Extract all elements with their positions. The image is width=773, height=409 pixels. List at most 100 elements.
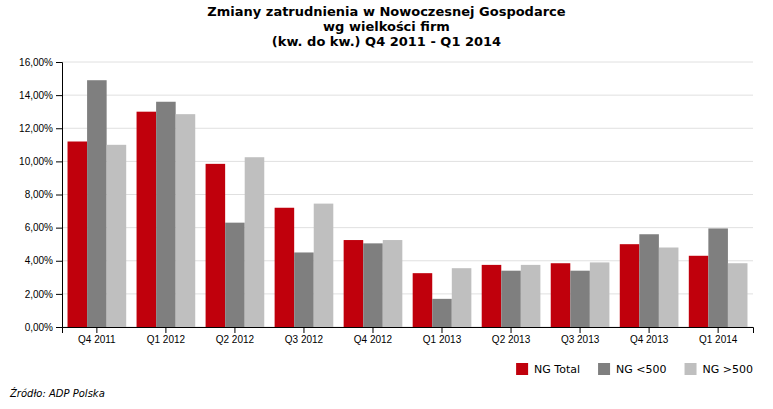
bar [275,208,295,327]
bar [225,223,245,327]
bar [432,299,452,327]
plot: 0,00% 2,00% 4,00% 6,00% 8,00% 10,00% 12,00% 14,… [19,57,753,345]
tick-label: Q1 2014 [699,334,738,345]
tick: Q4 2012 [354,327,393,345]
tick-label: Q4 2013 [630,334,669,345]
bar-series [107,114,748,327]
bar [294,252,314,327]
bar [245,157,265,327]
title-line: (kw. do kw.) Q4 2011 - Q1 2014 [272,34,501,49]
bar [107,145,127,327]
legend-item: NG Total [516,363,580,376]
tick: Q2 2013 [492,327,531,345]
bar [689,256,709,327]
bar [570,271,590,327]
bar [708,228,728,327]
tick-label: 4,00% [25,255,53,266]
tick: 12,00% [19,123,62,134]
tick-label: 2,00% [25,289,53,300]
tick: Q3 2012 [285,327,324,345]
tick-mark [718,327,719,333]
bar [68,142,88,328]
tick-mark [234,327,235,333]
bar [620,244,640,327]
tick: 14,00% [19,90,62,101]
tick-mark [56,62,62,63]
tick-mark [580,327,581,333]
tick: 16,00% [19,57,62,68]
title: Zmiany zatrudnienia w Nowoczesnej Gospod… [207,4,565,49]
grid-line [62,95,753,96]
bar [551,263,571,327]
tick-mark [56,261,62,262]
annotation: Źródło: ADP Polska [9,387,105,399]
tick-mark [165,327,166,333]
tick: Q1 2013 [423,327,462,345]
tick-mark [372,327,373,333]
x-axis: Q4 2011 Q1 2012 Q2 2012 Q3 2012 Q4 2012 Q1 20… [63,327,754,345]
chart: Zmiany zatrudnienia w Nowoczesnej Gospod… [0,0,773,409]
bar [87,80,107,327]
tick-mark [442,327,443,333]
tick-mark [511,327,512,333]
title-line: wg wielkości firm [323,19,450,34]
bar [314,204,334,327]
bar [383,240,403,327]
tick-mark [303,327,304,333]
tick-mark [56,228,62,229]
legend: NG Total NG <500 NG >500 [516,363,753,376]
bar [137,112,157,327]
tick: Q4 2011 [78,327,116,345]
legend-swatch [685,363,697,375]
bar [363,243,383,327]
bar [176,114,196,327]
bar [413,273,433,327]
tick: 4,00% [25,255,62,266]
tick: 0,00% [25,322,62,333]
tick-label: 16,00% [19,57,53,68]
tick-label: Q3 2013 [561,334,600,345]
tick-mark [96,327,97,333]
bar [206,164,226,327]
bar [728,263,748,327]
tick: 8,00% [25,189,62,200]
title-line: Zmiany zatrudnienia w Nowoczesnej Gospod… [207,4,565,19]
tick-mark [649,327,650,333]
legend-label: NG Total [534,363,580,376]
legend-swatch [598,363,610,375]
legend-label: NG <500 [616,363,666,376]
tick-mark [56,327,62,328]
legend-item: NG <500 [598,363,666,376]
tick-label: 0,00% [25,322,53,333]
bar [590,262,610,327]
tick: Q1 2014 [699,327,738,345]
y-axis: 0,00% 2,00% 4,00% 6,00% 8,00% 10,00% 12,00% 14,… [19,57,62,333]
tick: 10,00% [19,156,62,167]
bar [639,234,659,327]
tick-label: Q3 2012 [285,334,324,345]
bar-series [87,80,728,327]
tick-label: Q4 2012 [354,334,393,345]
tick: Q3 2013 [561,327,600,345]
tick-mark [56,161,62,162]
tick: Q4 2013 [630,327,669,345]
bar [344,240,364,327]
grid [62,62,753,327]
axis-line [63,328,754,334]
tick-label: Q1 2012 [147,334,186,345]
bar [521,265,541,327]
bar [482,265,502,327]
tick: Q2 2012 [216,327,255,345]
tick-mark [56,128,62,129]
legend-label: NG >500 [703,363,753,376]
tick-mark [56,195,62,196]
tick-mark [56,294,62,295]
tick: 6,00% [25,222,62,233]
legend-item: NG >500 [685,363,753,376]
tick-label: 6,00% [25,222,53,233]
tick-label: 14,00% [19,90,53,101]
tick: Q1 2012 [147,327,186,345]
tick-mark [56,95,62,96]
tick-label: 8,00% [25,189,53,200]
legend-swatch [516,363,528,375]
